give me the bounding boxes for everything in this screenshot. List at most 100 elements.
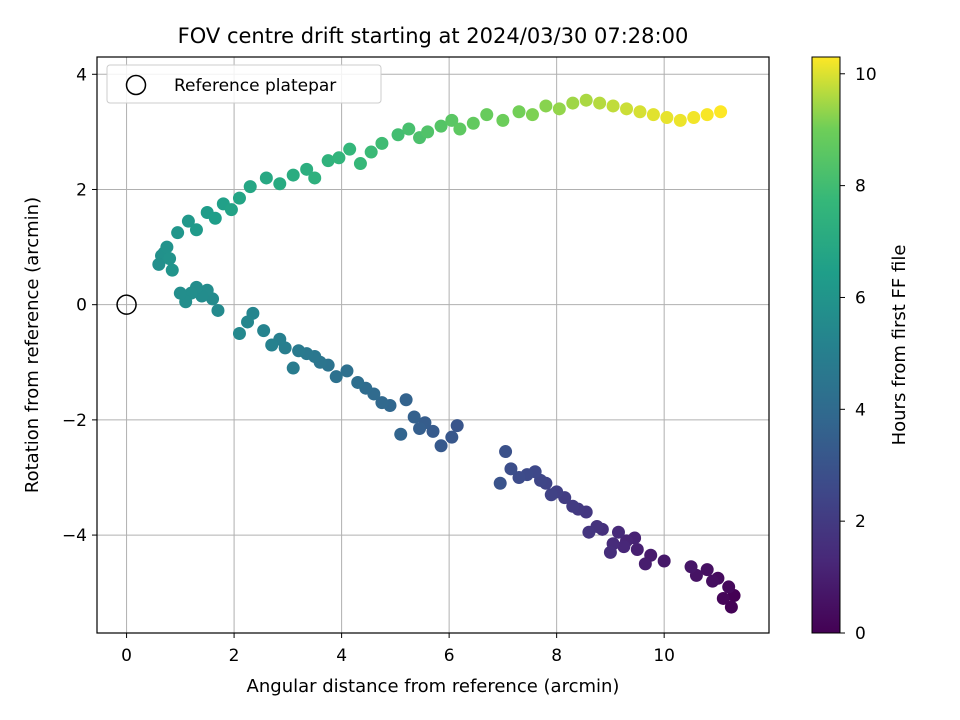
data-point: [512, 470, 526, 484]
data-point: [421, 125, 435, 139]
data-point: [265, 338, 279, 352]
grid-lines: [97, 57, 769, 633]
data-point: [673, 113, 687, 127]
data-point: [181, 214, 195, 228]
data-point: [724, 600, 738, 614]
colorbar-ticks: 0 2 4 6 8 10: [840, 65, 877, 644]
data-point: [544, 488, 558, 502]
data-point: [496, 113, 510, 127]
data-point: [687, 110, 701, 124]
data-point: [566, 96, 580, 110]
y-axis-ticks: −4 −2 0 2 4: [62, 65, 97, 546]
data-point: [684, 560, 698, 574]
data-point: [375, 136, 389, 150]
data-point: [394, 427, 408, 441]
data-point: [552, 102, 566, 116]
data-point: [445, 113, 459, 127]
data-point: [321, 154, 335, 168]
data-point: [566, 499, 580, 513]
data-point: [722, 580, 736, 594]
data-point: [259, 171, 273, 185]
colorbar-tick-label: 4: [855, 400, 866, 420]
data-point: [165, 263, 179, 277]
reference-platepar-marker: [116, 294, 137, 315]
legend-label: Reference platepar: [174, 76, 336, 96]
legend: Reference platepar: [106, 64, 382, 104]
data-point: [716, 591, 730, 605]
data-point: [714, 105, 728, 119]
y-tick-label: −4: [62, 526, 87, 546]
data-point: [434, 439, 448, 453]
data-point: [445, 430, 459, 444]
legend-marker-icon: [125, 74, 147, 96]
data-point: [257, 324, 271, 338]
data-point: [512, 105, 526, 119]
data-point: [646, 108, 660, 122]
x-axis-ticks: 0 2 4 6 8 10: [121, 633, 675, 666]
data-point: [241, 315, 255, 329]
data-point: [630, 542, 644, 556]
data-point: [633, 105, 647, 119]
data-point: [308, 171, 322, 185]
data-point: [292, 344, 306, 358]
data-point: [340, 364, 354, 378]
data-point: [171, 226, 185, 240]
data-point: [189, 223, 203, 237]
data-point: [593, 96, 607, 110]
data-point: [364, 145, 378, 159]
data-point: [402, 122, 416, 136]
data-point: [525, 108, 539, 122]
y-tick-label: 4: [76, 65, 87, 85]
data-point: [493, 476, 507, 490]
data-point: [232, 326, 246, 340]
data-point: [453, 122, 467, 136]
y-tick-label: −2: [62, 411, 87, 431]
colorbar-gradient: [811, 56, 841, 634]
data-point: [638, 557, 652, 571]
data-point: [539, 99, 553, 113]
data-point: [224, 203, 238, 217]
chart-title: FOV centre drift starting at 2024/03/30 …: [178, 24, 689, 48]
data-point: [160, 240, 174, 254]
y-axis-label: Rotation from reference (arcmin): [22, 197, 43, 493]
data-point: [329, 370, 343, 384]
data-point: [660, 110, 674, 124]
data-point: [700, 108, 714, 122]
data-point: [480, 108, 494, 122]
data-point: [700, 563, 714, 577]
data-point: [426, 424, 440, 438]
data-point: [163, 252, 177, 266]
x-tick-label: 2: [229, 646, 240, 666]
x-tick-label: 10: [653, 646, 675, 666]
colorbar-tick-label: 10: [855, 65, 877, 85]
data-point: [504, 462, 518, 476]
data-point: [407, 410, 421, 424]
data-point: [603, 545, 617, 559]
y-tick-label: 2: [76, 180, 87, 200]
colorbar-tick-label: 0: [855, 624, 866, 644]
data-point: [286, 168, 300, 182]
x-tick-label: 4: [336, 646, 347, 666]
data-point: [211, 303, 225, 317]
x-tick-label: 8: [551, 646, 562, 666]
data-point: [286, 361, 300, 375]
data-point: [375, 396, 389, 410]
data-point: [332, 151, 346, 165]
data-point: [657, 554, 671, 568]
data-point: [351, 375, 365, 389]
data-point: [343, 142, 357, 156]
data-point: [499, 445, 513, 459]
data-point: [399, 393, 413, 407]
data-point: [232, 191, 246, 205]
data-point: [353, 157, 367, 171]
data-point: [243, 180, 257, 194]
colorbar-tick-label: 6: [855, 288, 866, 308]
scatter-points: [152, 93, 741, 614]
data-point: [466, 116, 480, 130]
x-axis-label: Angular distance from reference (arcmin): [247, 676, 620, 697]
data-point: [606, 99, 620, 113]
colorbar: 0 2 4 6 8 10 Hours from first FF file: [811, 56, 910, 644]
legend-box: [106, 64, 382, 104]
data-point: [173, 286, 187, 300]
